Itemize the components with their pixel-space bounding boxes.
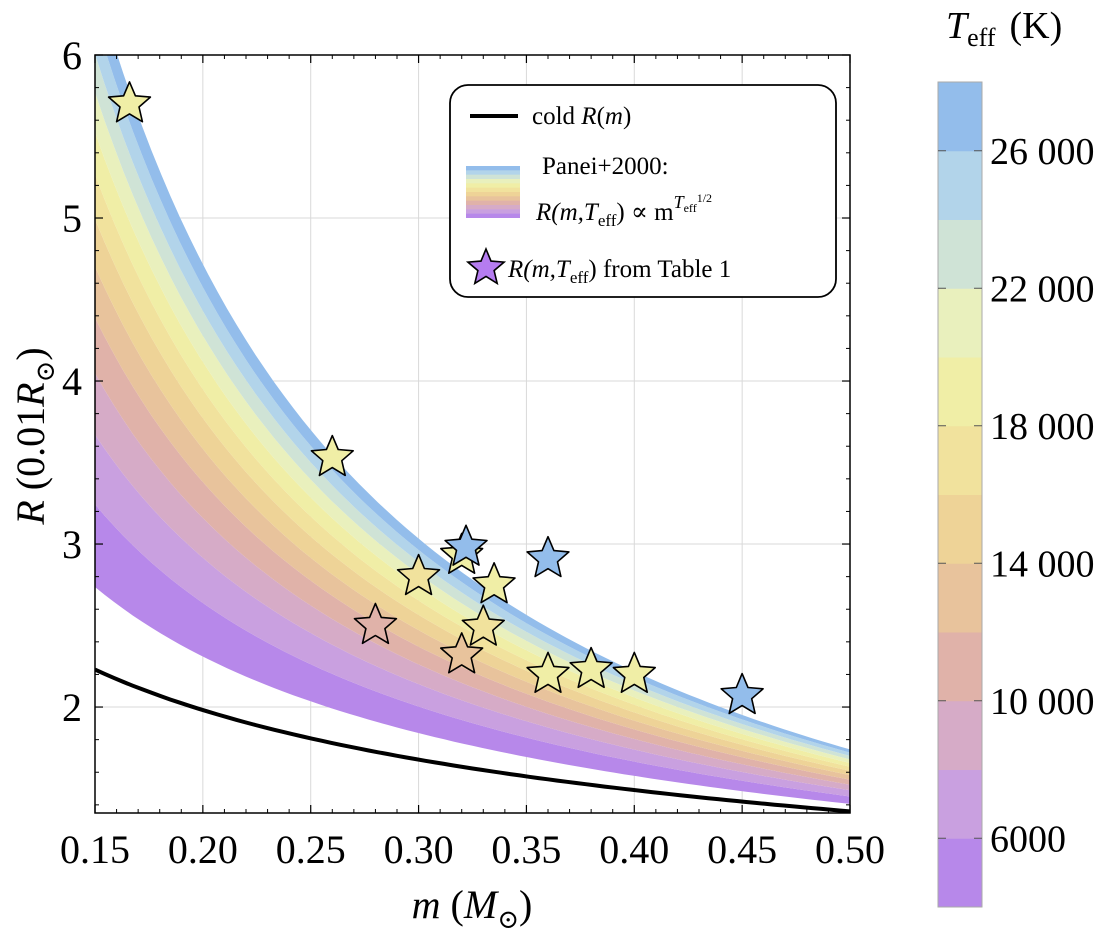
y-tick-label: 6 [62,33,82,78]
star-marker-0 [107,81,152,123]
star-marker-13 [720,672,764,715]
y-axis-title: R (0.01R⊙) [8,347,60,525]
star-marker-10 [526,651,570,693]
legend-panei-formula: R(m,Teff) ∝ mTeff1/2 [535,191,712,230]
colorbar-tick-labels: 6000 10 000 14 000 18 000 22 000 26 000 [990,131,1095,861]
x-tick-labels: 0.15 0.20 0.25 0.30 0.35 0.40 0.45 0.50 [60,827,885,872]
colorbar [938,82,982,908]
star-marker-1 [310,434,354,477]
colorbar-tick-label: 10 000 [990,681,1095,723]
star-marker-11 [569,646,613,689]
legend-cold-label: cold R(m) [532,103,631,130]
plot-frame [94,54,851,814]
legend-star-marker [465,246,507,286]
legend-swatch-stripe-1 [466,170,520,176]
colorbar-bin-3 [938,632,982,702]
axis-ticks [94,54,851,813]
table1-star-markers [107,81,764,715]
legend-swatch-stripe-9 [466,205,520,210]
star-marker-6 [472,562,516,604]
y-tick-labels: 2 3 4 5 6 [62,33,82,730]
colorbar-tick-label: 22 000 [990,268,1095,310]
colorbar-tick-label: 6000 [990,818,1066,860]
y-tick-label: 3 [62,522,82,567]
colorbar-bin-7 [938,357,982,427]
legend-swatch-stripe-0 [466,166,520,171]
star-marker-7 [461,604,505,646]
colorbar-bin-5 [938,494,982,564]
teff-band-8000 [95,373,850,791]
colorbar-bin-11 [938,82,982,152]
x-tick-label: 0.45 [707,827,777,872]
colorbar-bin-0 [938,838,982,908]
x-axis-title: m (M⊙) [412,882,533,934]
legend-swatch-stripe-5 [466,187,520,193]
legend-swatch-stripe-8 [466,200,520,206]
colorbar-bin-6 [938,425,982,495]
colorbar-tick-label: 18 000 [990,406,1095,448]
star-marker-5 [444,524,488,566]
star-marker-2 [353,602,398,645]
colorbar-bin-8 [938,288,982,358]
legend-swatch-stripe-7 [466,196,520,202]
y-tick-label: 5 [62,196,82,241]
legend-swatch-stripe-6 [466,192,520,197]
y-tick-label: 4 [62,359,82,404]
star-marker-3 [396,553,441,596]
x-tick-label: 0.50 [815,827,885,872]
teff-band-4000 [95,504,850,804]
colorbar-bin-2 [938,700,982,770]
legend-swatch-stripe-11 [466,213,520,218]
panei-teff-bands [95,55,850,804]
star-marker-12 [612,651,656,693]
x-tick-label: 0.30 [384,827,454,872]
colorbar-ticks [938,150,982,839]
teff-band-10000 [95,317,850,785]
x-tick-label: 0.35 [491,827,561,872]
colorbar-title: Teff (K) [946,5,1062,52]
legend: cold R(m) Panei+2000: R(m,Teff) ∝ mTeff1… [449,84,837,298]
colorbar-bin-4 [938,563,982,633]
legend-swatch-stripe-2 [466,174,520,180]
x-tick-label: 0.25 [276,827,346,872]
legend-box [449,84,837,298]
teff-band-6000 [95,434,850,797]
x-tick-label: 0.40 [599,827,669,872]
colorbar-frame [937,81,983,908]
colorbar-tick-label: 26 000 [990,131,1095,173]
colorbar-bin-9 [938,219,982,289]
legend-swatch-stripe-10 [466,209,520,215]
teff-band-12000 [95,266,850,780]
x-tick-label: 0.20 [168,827,238,872]
legend-panei-title: Panei+2000: [542,153,669,180]
teff-band-14000 [95,219,850,776]
star-marker-9 [526,535,570,578]
y-tick-label: 2 [62,685,82,730]
colorbar-tick-label: 14 000 [990,543,1095,585]
legend-swatch-stripe-4 [466,183,520,189]
colorbar-bin-1 [938,769,982,839]
legend-panei-swatch [466,166,520,218]
legend-stars-label: R(m,Teff) from Table 1 [507,256,731,287]
colorbar-bin-10 [938,150,982,220]
cold-curve-line [95,667,850,813]
star-marker-8 [440,632,484,674]
x-tick-label: 0.15 [60,827,130,872]
legend-swatch-stripe-3 [466,179,520,184]
